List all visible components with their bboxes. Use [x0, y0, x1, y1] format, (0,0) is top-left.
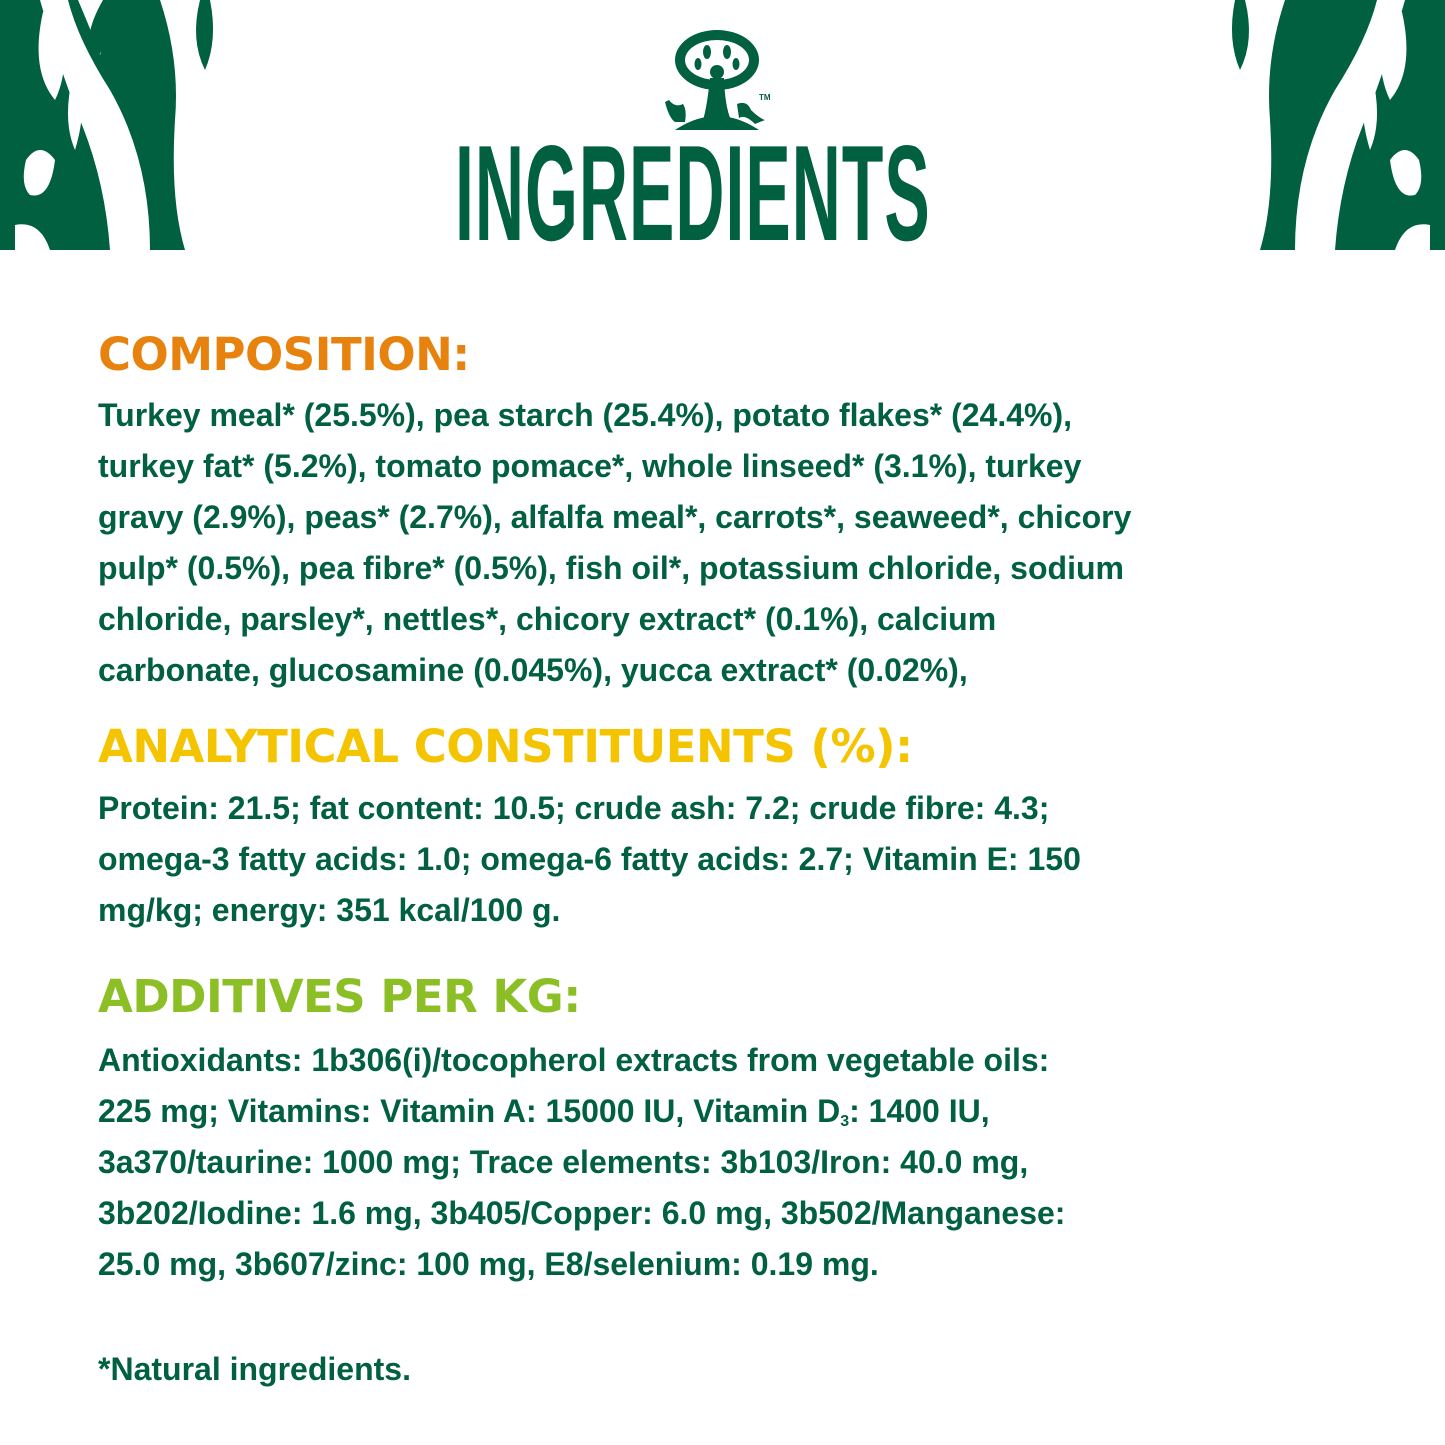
- composition-line: turkey fat* (5.2%), tomato pomace*, whol…: [98, 448, 1082, 484]
- additives-line-part: : 1400 IU,: [849, 1093, 990, 1129]
- footnote: *Natural ingredients.: [98, 1351, 411, 1387]
- analytical-line: Protein: 21.5; fat content: 10.5; crude …: [98, 790, 1050, 826]
- composition-text: Turkey meal* (25.5%), pea starch (25.4%)…: [98, 390, 1131, 696]
- brand-tree-logo: TM: [665, 30, 771, 130]
- additives-line: 3b202/Iodine: 1.6 mg, 3b405/Copper: 6.0 …: [98, 1195, 1066, 1231]
- composition-line: carbonate, glucosamine (0.045%), yucca e…: [98, 652, 968, 688]
- trademark-symbol: TM: [759, 93, 771, 102]
- additives-line: 225 mg; Vitamins: Vitamin A: 15000 IU, V…: [98, 1086, 1065, 1137]
- leaf-decoration-right: [1200, 0, 1445, 250]
- page-title: INGREDIENTS: [455, 117, 995, 269]
- composition-line: pulp* (0.5%), pea fibre* (0.5%), fish oi…: [98, 550, 1124, 586]
- subscript: 3: [840, 1113, 850, 1130]
- analytical-text: Protein: 21.5; fat content: 10.5; crude …: [98, 783, 1081, 936]
- analytical-heading: ANALYTICAL CONSTITUENTS (%):: [98, 720, 913, 773]
- additives-line: 3a370/taurine: 1000 mg; Trace elements: …: [98, 1144, 1029, 1180]
- composition-line: chloride, parsley*, nettles*, chicory ex…: [98, 601, 997, 637]
- additives-line: 25.0 mg, 3b607/zinc: 100 mg, E8/selenium…: [98, 1246, 879, 1282]
- page-title-text: INGREDIENTS: [455, 117, 931, 269]
- additives-line-part: 225 mg; Vitamins: Vitamin A: 15000 IU, V…: [98, 1093, 841, 1129]
- analytical-line: omega-3 fatty acids: 1.0; omega-6 fatty …: [98, 841, 1081, 877]
- additives-text: Antioxidants: 1b306(i)/tocopherol extrac…: [98, 1035, 1065, 1290]
- composition-line: Turkey meal* (25.5%), pea starch (25.4%)…: [98, 397, 1073, 433]
- composition-heading: COMPOSITION:: [98, 328, 470, 381]
- leaf-decoration-left: [0, 0, 245, 250]
- additives-heading: ADDITIVES PER KG:: [98, 970, 581, 1023]
- additives-line: Antioxidants: 1b306(i)/tocopherol extrac…: [98, 1042, 1050, 1078]
- composition-line: gravy (2.9%), peas* (2.7%), alfalfa meal…: [98, 499, 1132, 535]
- analytical-line: mg/kg; energy: 351 kcal/100 g.: [98, 892, 561, 928]
